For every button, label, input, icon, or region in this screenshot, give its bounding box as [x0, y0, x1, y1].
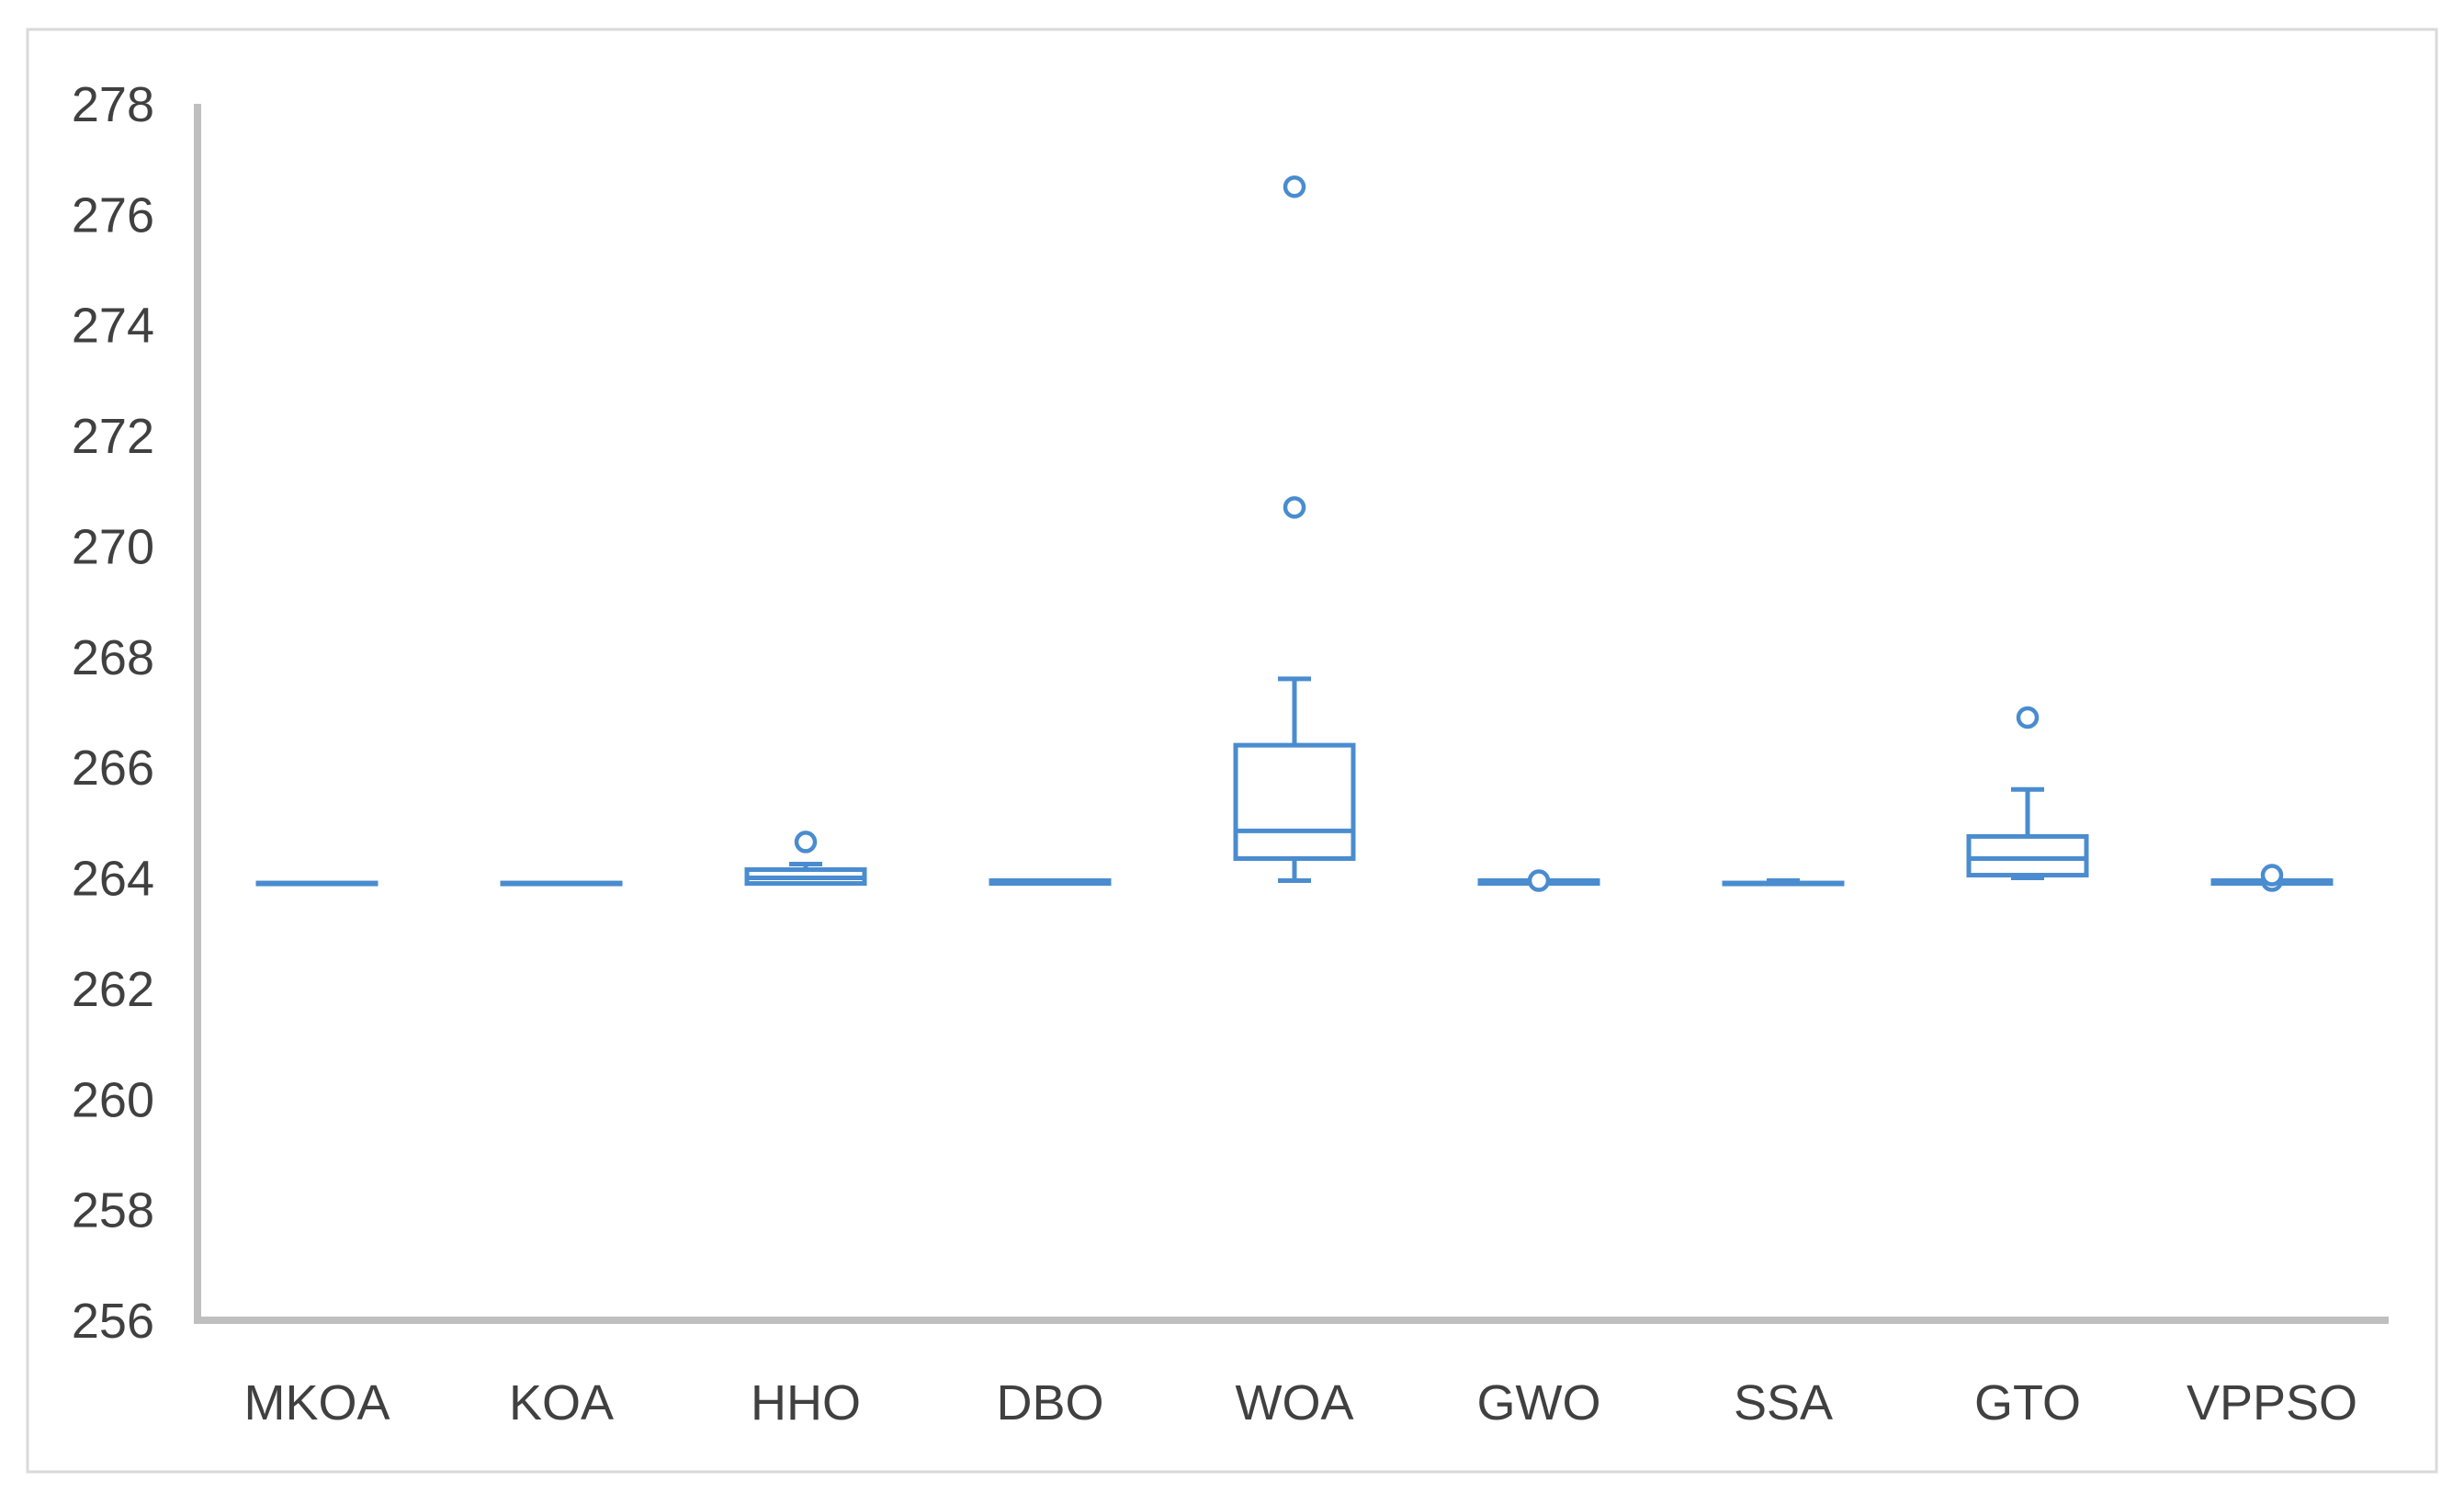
y-tick-label: 268 [72, 630, 154, 685]
x-category-label: KOA [509, 1375, 614, 1430]
box-gwo [1477, 869, 1600, 892]
x-category-label: MKOA [243, 1375, 390, 1430]
x-category-label: WOA [1236, 1375, 1354, 1430]
x-category-label: DBO [996, 1375, 1103, 1430]
y-tick-label: 274 [72, 299, 154, 354]
x-category-label: GTO [1974, 1375, 2081, 1430]
box-series [255, 175, 2334, 892]
y-tick-label: 258 [72, 1183, 154, 1238]
x-category-label: VPPSO [2187, 1375, 2357, 1430]
y-tick-label: 260 [72, 1072, 154, 1127]
box-koa [500, 880, 623, 887]
x-axis-labels: MKOA KOA HHO DBO WOA GWO SSA GTO VPPSO [243, 1375, 2357, 1430]
x-category-label: HHO [751, 1375, 861, 1430]
y-tick-label: 264 [72, 852, 154, 907]
box-vppso [2210, 864, 2334, 892]
y-axis-ticks: 256 258 260 262 264 266 268 270 272 274 276 278 [72, 77, 154, 1349]
box-body [1966, 833, 2089, 878]
x-category-label: SSA [1734, 1375, 1833, 1430]
outlier-point [2260, 864, 2284, 887]
box-woa [1233, 175, 1356, 884]
y-tick-label: 262 [72, 962, 154, 1017]
y-tick-label: 278 [72, 77, 154, 132]
box-body [1233, 742, 1356, 861]
outlier-point [794, 831, 818, 854]
outlier-point [1283, 496, 1306, 519]
y-tick-label: 276 [72, 187, 154, 243]
y-tick-label: 256 [72, 1294, 154, 1349]
box-hho [744, 831, 867, 887]
box-ssa [1722, 878, 1845, 887]
box-mkoa [255, 880, 379, 887]
y-tick-label: 270 [72, 519, 154, 574]
y-tick-label: 266 [72, 741, 154, 796]
outlier-point [1527, 869, 1551, 892]
y-tick-label: 272 [72, 409, 154, 464]
x-category-label: GWO [1477, 1375, 1601, 1430]
box-dbo [989, 878, 1112, 887]
box-gto [1966, 706, 2089, 881]
chart-frame [26, 28, 2438, 1474]
outlier-point [1283, 175, 1306, 198]
outlier-point [2016, 706, 2040, 729]
